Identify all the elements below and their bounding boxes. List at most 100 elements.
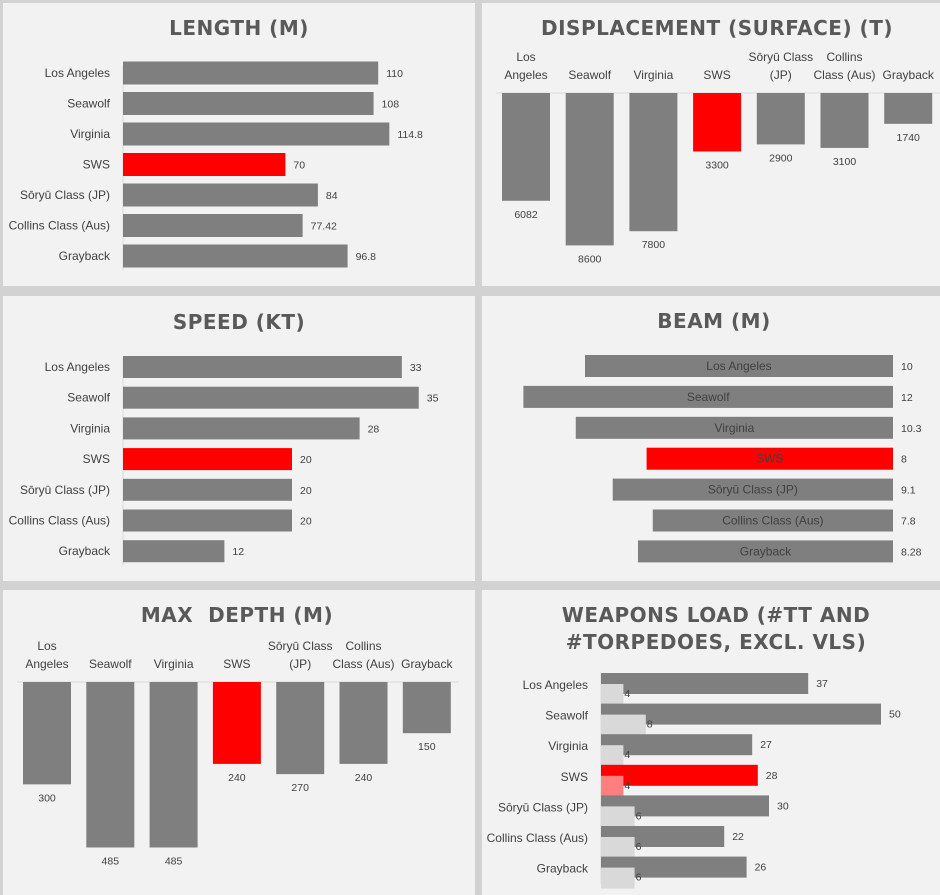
weapons-chart: WEAPONS LOAD (#TT AND #TORPEDOES, EXCL. … bbox=[487, 603, 901, 889]
speed-category-label: Grayback bbox=[59, 544, 111, 558]
depth-bar-collins-class-aus bbox=[339, 682, 388, 764]
weapons-secondary-value-label: 6 bbox=[636, 872, 642, 884]
length-value-label: 77.42 bbox=[311, 221, 337, 233]
beam-bar-grayback bbox=[637, 540, 893, 563]
weapons-secondary-value-label: 8 bbox=[647, 719, 653, 731]
speed-bar-s-ry-class-jp bbox=[123, 478, 292, 501]
displacement-category-label: Los bbox=[516, 50, 535, 64]
beam-category-label: Sōryū Class (JP) bbox=[708, 483, 798, 497]
displacement-value-label: 3300 bbox=[705, 159, 729, 171]
beam-category-label: Virginia bbox=[714, 421, 754, 435]
depth-bar-s-ry-class-jp bbox=[276, 682, 325, 775]
weapons-category-label: Grayback bbox=[537, 862, 589, 876]
weapons-secondary-value-label: 4 bbox=[624, 749, 630, 761]
depth-category-label: Sōryū Class bbox=[268, 639, 333, 653]
speed-value-label: 20 bbox=[300, 454, 312, 466]
weapons-secondary-bar-sws bbox=[601, 775, 624, 797]
beam-value-label: 10.3 bbox=[901, 423, 922, 435]
weapons-primary-bar-sws bbox=[601, 764, 758, 786]
length-bar-s-ry-class-jp bbox=[123, 183, 318, 207]
depth-bar-grayback bbox=[402, 682, 451, 734]
weapons-primary-value-label: 26 bbox=[755, 862, 767, 874]
beam-value-label: 10 bbox=[901, 361, 913, 373]
depth-bar-virginia bbox=[149, 682, 198, 848]
beam-bar-los-angeles bbox=[585, 355, 893, 377]
displacement-category-label: Grayback bbox=[883, 68, 935, 82]
depth-bar-seawolf bbox=[86, 682, 135, 848]
depth-category-label: Collins bbox=[345, 639, 381, 653]
length-category-label: Collins Class (Aus) bbox=[9, 219, 110, 233]
displacement-chart: DISPLACEMENT (SURFACE) (T) Los Angeles 608… bbox=[496, 16, 940, 265]
weapons-primary-bar-s-ry-class-jp bbox=[601, 795, 769, 817]
displacement-bar-virginia bbox=[629, 93, 678, 232]
depth-bar-los-angeles bbox=[23, 682, 71, 785]
weapons-primary-value-label: 27 bbox=[760, 739, 772, 751]
weapons-primary-value-label: 22 bbox=[732, 831, 744, 843]
speed-category-label: Los Angeles bbox=[45, 360, 110, 374]
displacement-category-label: Collins bbox=[826, 50, 862, 64]
speed-category-label: Seawolf bbox=[67, 391, 110, 405]
speed-bar-sws bbox=[123, 448, 292, 471]
beam-category-label: Collins Class (Aus) bbox=[722, 514, 823, 528]
depth-value-label: 270 bbox=[291, 782, 309, 794]
displacement-title: DISPLACEMENT (SURFACE) (T) bbox=[541, 16, 893, 40]
length-bar-virginia bbox=[123, 122, 390, 146]
displacement-bar-los-angeles bbox=[502, 93, 550, 201]
speed-panel: SPEED (KT) Los Angeles 33 Seawolf 35 Virgini… bbox=[3, 296, 475, 581]
length-bar-sws bbox=[123, 153, 286, 176]
beam-category-label: Grayback bbox=[740, 544, 792, 558]
displacement-bar-s-ry-class-jp bbox=[756, 93, 805, 145]
length-bar-grayback bbox=[123, 244, 348, 268]
beam-bar-seawolf bbox=[523, 385, 893, 408]
speed-bar-virginia bbox=[123, 417, 360, 440]
weapons-secondary-bar-s-ry-class-jp bbox=[601, 806, 635, 828]
weapons-primary-bar-grayback bbox=[601, 856, 747, 878]
length-category-label: Los Angeles bbox=[45, 66, 110, 80]
weapons-category-label: SWS bbox=[561, 770, 588, 784]
weapons-secondary-bar-seawolf bbox=[601, 714, 646, 736]
weapons-category-label: Seawolf bbox=[545, 709, 588, 723]
speed-value-label: 35 bbox=[427, 393, 439, 405]
displacement-value-label: 7800 bbox=[642, 239, 666, 251]
weapons-primary-value-label: 28 bbox=[766, 770, 778, 782]
length-value-label: 84 bbox=[326, 190, 338, 202]
speed-bar-grayback bbox=[123, 540, 225, 563]
length-value-label: 110 bbox=[386, 68, 403, 80]
beam-bar-collins-class-aus bbox=[652, 509, 893, 532]
weapons-title-line-1: WEAPONS LOAD (#TT AND bbox=[562, 603, 870, 627]
depth-chart: MAX DEPTH (M) Los Angeles 300 Seawolf 485 Vir… bbox=[17, 603, 459, 867]
weapons-primary-bar-los-angeles bbox=[601, 673, 809, 694]
depth-title: MAX DEPTH (M) bbox=[141, 603, 333, 627]
displacement-category-label: Angeles bbox=[504, 68, 547, 82]
weapons-category-label: Collins Class (Aus) bbox=[487, 831, 588, 845]
beam-bar-virginia bbox=[575, 416, 893, 439]
displacement-category-label: (JP) bbox=[770, 68, 792, 82]
beam-bar-s-ry-class-jp bbox=[612, 478, 893, 501]
speed-value-label: 33 bbox=[410, 362, 422, 374]
speed-category-label: Collins Class (Aus) bbox=[9, 514, 110, 528]
displacement-value-label: 6082 bbox=[514, 209, 538, 221]
beam-value-label: 12 bbox=[901, 392, 913, 404]
displacement-category-label: Sōryū Class bbox=[748, 50, 813, 64]
speed-chart: SPEED (KT) Los Angeles 33 Seawolf 35 Virgini… bbox=[9, 310, 439, 566]
beam-chart: BEAM (M) Los Angeles 10 Seawolf 12 Virginia 1… bbox=[523, 309, 922, 563]
speed-category-label: Virginia bbox=[70, 421, 110, 435]
weapons-category-label: Sōryū Class (JP) bbox=[498, 800, 588, 814]
displacement-category-label: Seawolf bbox=[568, 68, 611, 82]
depth-category-label: Angeles bbox=[25, 657, 68, 671]
displacement-value-label: 3100 bbox=[833, 156, 857, 168]
depth-panel: MAX DEPTH (M) Los Angeles 300 Seawolf 485 Vir… bbox=[3, 590, 475, 895]
length-chart: LENGTH (M) Los Angeles 110 Seawolf 108 Virgi… bbox=[9, 16, 423, 270]
beam-bar-sws bbox=[646, 447, 893, 470]
beam-category-label: SWS bbox=[756, 452, 783, 466]
length-bar-collins-class-aus bbox=[123, 214, 303, 237]
depth-bar-sws bbox=[212, 682, 261, 764]
length-value-label: 96.8 bbox=[356, 251, 377, 263]
length-category-label: SWS bbox=[83, 158, 110, 172]
weapons-primary-value-label: 50 bbox=[889, 709, 901, 721]
beam-title: BEAM (M) bbox=[657, 309, 770, 333]
displacement-category-label: Class (Aus) bbox=[813, 68, 875, 82]
length-value-label: 114.8 bbox=[397, 129, 423, 141]
weapons-category-label: Virginia bbox=[548, 739, 588, 753]
beam-value-label: 7.8 bbox=[901, 516, 916, 528]
